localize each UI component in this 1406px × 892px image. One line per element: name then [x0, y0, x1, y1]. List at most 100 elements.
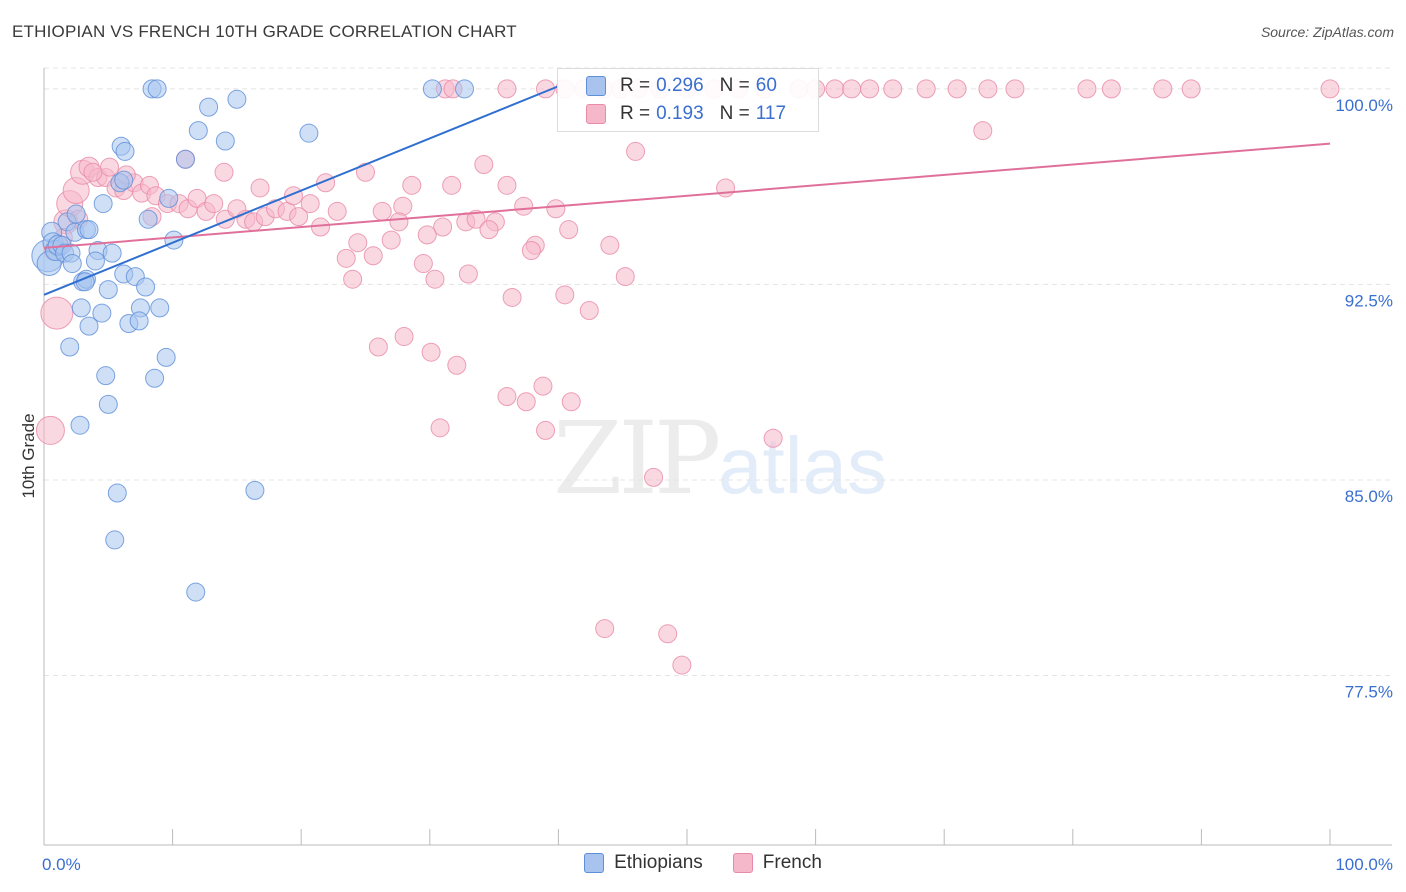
point-french[interactable] — [1077, 79, 1097, 99]
point-french[interactable] — [430, 418, 450, 438]
point-ethiopians[interactable] — [422, 79, 442, 99]
point-french[interactable] — [644, 467, 664, 487]
point-french[interactable] — [716, 178, 736, 198]
point-french[interactable] — [336, 248, 356, 268]
point-french[interactable] — [327, 201, 347, 221]
point-french[interactable] — [947, 79, 967, 99]
point-french[interactable] — [394, 327, 414, 347]
point-french[interactable] — [973, 121, 993, 141]
point-french[interactable] — [561, 392, 581, 412]
point-french[interactable] — [310, 217, 330, 237]
point-french[interactable] — [368, 337, 388, 357]
point-ethiopians[interactable] — [138, 209, 158, 229]
point-french[interactable] — [35, 415, 65, 445]
point-french[interactable] — [763, 428, 783, 448]
point-french[interactable] — [497, 175, 517, 195]
point-french[interactable] — [497, 387, 517, 407]
point-ethiopians[interactable] — [92, 303, 112, 323]
point-french[interactable] — [442, 175, 462, 195]
point-ethiopians[interactable] — [227, 89, 247, 109]
point-french[interactable] — [555, 285, 575, 305]
point-french[interactable] — [479, 220, 499, 240]
point-french[interactable] — [860, 79, 880, 99]
point-french[interactable] — [458, 264, 478, 284]
point-french[interactable] — [842, 79, 862, 99]
point-french[interactable] — [381, 230, 401, 250]
point-french[interactable] — [514, 196, 534, 216]
point-french[interactable] — [447, 355, 467, 375]
point-ethiopians[interactable] — [245, 480, 265, 500]
point-ethiopians[interactable] — [71, 298, 91, 318]
point-french[interactable] — [672, 655, 692, 675]
point-french[interactable] — [916, 79, 936, 99]
point-french[interactable] — [402, 175, 422, 195]
point-ethiopians[interactable] — [98, 394, 118, 414]
point-ethiopians[interactable] — [115, 141, 135, 161]
point-ethiopians[interactable] — [96, 366, 116, 386]
point-french[interactable] — [372, 201, 392, 221]
legend-row-french[interactable]: R = 0.193 N = 117 — [558, 100, 786, 128]
point-french[interactable] — [343, 269, 363, 289]
point-ethiopians[interactable] — [156, 347, 176, 367]
point-french[interactable] — [579, 300, 599, 320]
point-french[interactable] — [1101, 79, 1121, 99]
bottom-legend-french[interactable]: French — [732, 852, 822, 874]
point-french[interactable] — [883, 79, 903, 99]
point-ethiopians[interactable] — [175, 149, 195, 169]
point-ethiopians[interactable] — [159, 188, 179, 208]
point-french[interactable] — [421, 342, 441, 362]
point-french[interactable] — [502, 287, 522, 307]
point-ethiopians[interactable] — [114, 170, 134, 190]
point-french[interactable] — [204, 194, 224, 214]
point-french[interactable] — [497, 79, 517, 99]
point-ethiopians[interactable] — [102, 243, 122, 263]
point-french[interactable] — [536, 420, 556, 440]
point-french[interactable] — [356, 162, 375, 182]
point-french[interactable] — [600, 235, 620, 255]
point-french[interactable] — [40, 296, 74, 330]
point-ethiopians[interactable] — [215, 131, 235, 151]
point-french[interactable] — [1320, 79, 1340, 99]
point-ethiopians[interactable] — [129, 311, 149, 331]
point-french[interactable] — [389, 212, 409, 232]
point-french[interactable] — [978, 79, 998, 99]
point-ethiopians[interactable] — [147, 79, 167, 99]
point-ethiopians[interactable] — [136, 277, 156, 297]
point-ethiopians[interactable] — [299, 123, 319, 143]
bottom-legend-ethiopians[interactable]: Ethiopians — [584, 852, 703, 874]
point-french[interactable] — [559, 220, 579, 240]
point-french[interactable] — [83, 162, 103, 182]
point-french[interactable] — [1005, 79, 1025, 99]
point-ethiopians[interactable] — [79, 316, 99, 336]
point-french[interactable] — [466, 209, 486, 229]
point-french[interactable] — [413, 254, 433, 274]
point-ethiopians[interactable] — [105, 530, 125, 550]
point-french[interactable] — [474, 154, 494, 174]
point-ethiopians[interactable] — [70, 415, 90, 435]
point-ethiopians[interactable] — [199, 97, 219, 117]
legend-row-ethiopians[interactable]: R = 0.296 N = 60 — [558, 72, 777, 100]
point-ethiopians[interactable] — [145, 368, 165, 388]
point-french[interactable] — [533, 376, 553, 396]
point-french[interactable] — [433, 217, 453, 237]
point-french[interactable] — [825, 79, 845, 99]
source-label[interactable]: Source: ZipAtlas.com — [1260, 24, 1394, 40]
point-french[interactable] — [615, 267, 635, 287]
point-ethiopians[interactable] — [188, 121, 208, 141]
point-french[interactable] — [363, 246, 383, 266]
point-french[interactable] — [289, 207, 309, 227]
point-french[interactable] — [546, 199, 566, 219]
point-ethiopians[interactable] — [455, 79, 475, 99]
point-ethiopians[interactable] — [79, 220, 99, 240]
point-ethiopians[interactable] — [60, 337, 80, 357]
point-french[interactable] — [658, 624, 678, 644]
point-french[interactable] — [516, 392, 536, 412]
point-ethiopians[interactable] — [62, 254, 82, 274]
point-ethiopians[interactable] — [93, 194, 113, 214]
point-ethiopians[interactable] — [186, 582, 206, 602]
point-french[interactable] — [393, 196, 413, 216]
point-ethiopians[interactable] — [98, 280, 118, 300]
point-french[interactable] — [417, 225, 437, 245]
point-french[interactable] — [425, 269, 445, 289]
point-french[interactable] — [1181, 79, 1201, 99]
